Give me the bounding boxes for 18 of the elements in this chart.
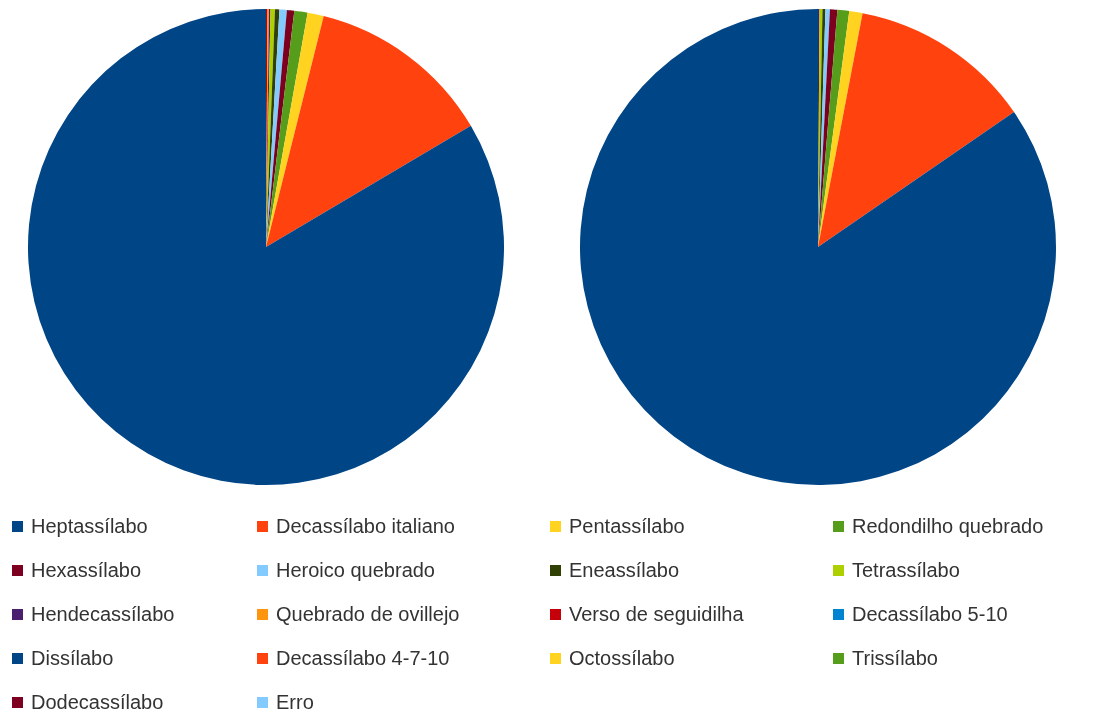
legend-label: Pentassílabo	[569, 515, 685, 538]
legend-label: Dodecassílabo	[31, 691, 164, 714]
legend-label: Hendecassílabo	[31, 603, 175, 626]
legend-label: Octossílabo	[569, 647, 675, 670]
legend-label: Dissílabo	[31, 647, 114, 670]
legend-label: Trissílabo	[852, 647, 938, 670]
legend-label: Eneassílabo	[569, 559, 680, 582]
legend-label: Verso de seguidilha	[569, 603, 744, 626]
legend-label: Decassílabo italiano	[276, 515, 455, 538]
legend-label: Heptassílabo	[31, 515, 148, 538]
legend-label: Quebrado de ovillejo	[276, 603, 460, 626]
legend-label: Hexassílabo	[31, 559, 142, 582]
legend-label: Heroico quebrado	[276, 559, 435, 582]
legend-label: Redondilho quebrado	[852, 515, 1044, 538]
legend-label: Decassílabo 5-10	[852, 603, 1008, 626]
legend-label: Erro	[276, 691, 314, 714]
legend-label: Tetrassílabo	[852, 559, 960, 582]
legend-label: Decassílabo 4-7-10	[276, 647, 450, 670]
